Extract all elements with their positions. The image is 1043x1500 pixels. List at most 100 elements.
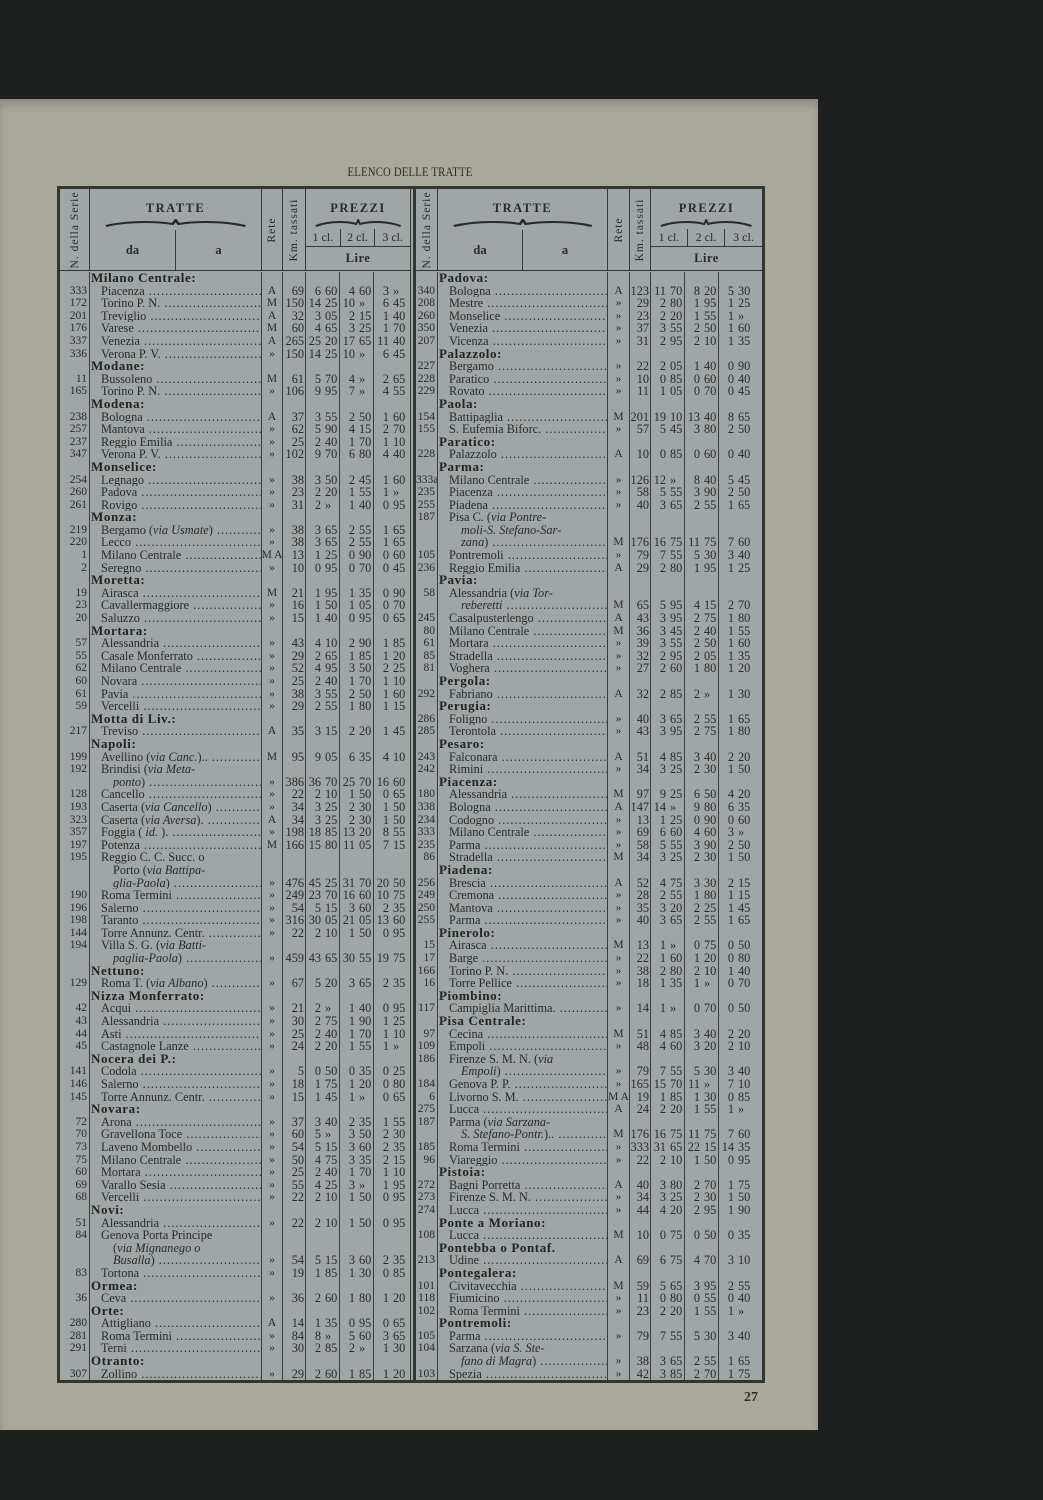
destination-name: Bologna — [438, 284, 608, 298]
price-class-3: 1 10 — [374, 436, 410, 449]
price-cents: 20 — [670, 1203, 683, 1217]
network-code: M — [608, 939, 630, 953]
price-cents: 55 — [670, 889, 683, 902]
price-cents: 35 — [738, 1229, 751, 1242]
price-class-1: 2 40 — [306, 1027, 340, 1041]
destination-name: Cavallermaggiore — [90, 599, 262, 613]
price-class-2: 3» — [340, 1178, 374, 1192]
price-lire: 4 — [382, 448, 389, 461]
price-lire: 13 — [342, 826, 355, 839]
price-class-2: 2 50 — [685, 637, 719, 650]
price-lire: 2 — [314, 1002, 321, 1016]
price-lire: 3 — [727, 1254, 734, 1267]
destination-name: Milano Centrale — [90, 662, 262, 675]
destination-name: Foggia ( id. ). — [90, 826, 262, 839]
destination-line: Arona — [101, 1116, 261, 1129]
price-lire: 1 — [348, 1166, 355, 1179]
price-class-3: 0 65 — [374, 1317, 410, 1330]
network-code: » — [262, 1065, 283, 1078]
serie-number: 187 — [416, 1115, 438, 1141]
empty-cell — [283, 1304, 306, 1318]
header-tratte: TRATTE da a — [438, 189, 608, 270]
price-lire: 2 — [693, 763, 700, 776]
price-cents: 80 — [738, 725, 751, 738]
price-cents: 25 — [393, 662, 406, 675]
station-group-header: Nizza Monferrato: — [60, 989, 410, 1003]
destination-name: Verona P. V. — [90, 347, 262, 361]
station-name: Monza: — [90, 511, 262, 524]
price-cents: » — [359, 1090, 366, 1104]
price-class-1: 1» — [651, 1002, 685, 1016]
price-class-3: 1 60 — [374, 411, 410, 424]
left-table-half: N. della Serie TRATTE da a Rete Km. tassa… — [60, 189, 410, 1381]
price-cents: 25 — [738, 297, 751, 310]
destination-line: Pavia — [101, 688, 261, 701]
km-value: 65 — [630, 586, 651, 613]
price-lire: 0 — [382, 599, 389, 613]
destination-line: Bussoleno — [101, 373, 261, 386]
price-lire: 0 — [727, 939, 734, 953]
network-code: » — [262, 851, 283, 890]
empty-cell — [374, 738, 410, 751]
price-cents: 35 — [738, 334, 751, 348]
price-lire: 1 — [348, 1040, 355, 1053]
price-lire: 3 — [314, 309, 321, 323]
price-cents: 15 — [325, 725, 338, 738]
price-lire: 1 — [693, 1304, 700, 1318]
destination-line: Roma Termini — [101, 889, 261, 902]
price-lire: 36 — [308, 774, 321, 789]
price-class-1: 4 65 — [306, 322, 340, 335]
empty-cell — [719, 272, 762, 285]
price-class-1: 2 85 — [651, 687, 685, 701]
price-lire: 1 — [348, 1191, 355, 1204]
price-lire: 2 — [348, 473, 355, 487]
destination-name: Arona — [90, 1115, 262, 1129]
table-header: N. della Serie TRATTE da a Rete Km. tassa… — [60, 189, 410, 271]
km-value: 38 — [283, 523, 306, 537]
price-lire: 1 — [727, 1103, 734, 1116]
price-class-1: 1» — [651, 939, 685, 953]
price-class-3: 1 50 — [374, 801, 410, 814]
price-cents: 35 — [359, 1115, 372, 1129]
empty-cell — [283, 272, 306, 285]
price-cents: 75 — [738, 1178, 751, 1192]
price-lire: 2 — [693, 637, 700, 650]
price-class-2: 1 70 — [340, 1166, 374, 1179]
empty-cell — [306, 1103, 340, 1116]
price-class-3: 11 40 — [374, 335, 410, 348]
table-row: 97CecinaM51485340220 — [416, 1027, 762, 1041]
serie-number: 19 — [60, 586, 90, 600]
empty-cell — [283, 1355, 306, 1368]
price-class-2: 16 60 — [340, 889, 374, 902]
destination-line: S. Stefano-Pontr.).. — [449, 1128, 607, 1141]
network-code: » — [608, 649, 630, 663]
station-name: Otranto: — [90, 1355, 262, 1368]
price-cents: 65 — [393, 1317, 406, 1330]
empty-cell — [340, 712, 374, 726]
destination-name: Villa S. G. (via Batti-paglia-Paola) — [90, 939, 262, 965]
price-cents: 40 — [738, 1064, 751, 1078]
price-class-3: 3 40 — [719, 1330, 762, 1343]
price-cents: 30 — [704, 1090, 717, 1104]
price-lire: 4 — [314, 662, 321, 675]
price-class-1: 4 20 — [651, 1203, 685, 1217]
price-cents: 90 — [704, 838, 717, 852]
destination-name: Milano Centrale — [438, 473, 608, 487]
empty-cell — [685, 1317, 719, 1330]
destination-name: Torre Pellice — [438, 977, 608, 990]
serie-number: 144 — [60, 926, 90, 940]
empty-cell — [262, 574, 283, 587]
station-name: Ponte a Moriano: — [438, 1216, 608, 1230]
price-cents: 45 — [393, 725, 406, 738]
price-cents: » — [738, 826, 745, 839]
price-class-3: 0 65 — [374, 1091, 410, 1104]
price-lire: 0 — [693, 939, 700, 953]
km-value: 44 — [630, 1203, 651, 1217]
km-value: 198 — [283, 826, 306, 839]
price-lire: 6 — [659, 1254, 666, 1267]
price-lire: 2 — [727, 598, 734, 613]
price-class-2: 1 50 — [340, 1216, 374, 1230]
